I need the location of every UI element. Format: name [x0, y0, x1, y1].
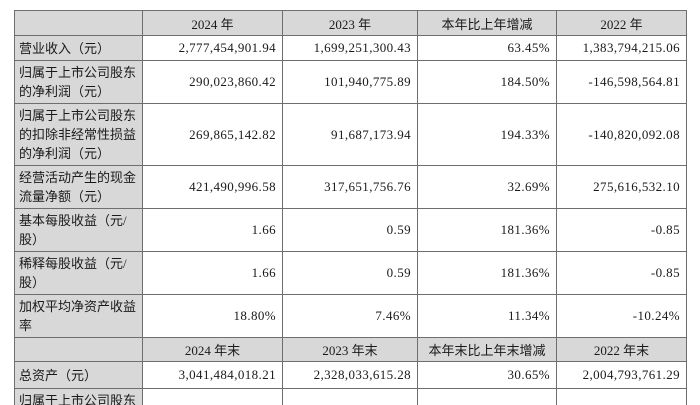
table-row: 基本每股收益（元/股） 1.66 0.59 181.36% -0.85 [14, 208, 687, 252]
row-label-cell: 归属于上市公司股东的净利润（元） [14, 60, 143, 104]
table-row: 归属于上市公司股东的净利润（元） 290,023,860.42 101,940,77… [14, 60, 687, 104]
value-cell: 1,684,748,620.81 [142, 388, 283, 405]
row-label-cell: 经营活动产生的现金流量净额（元） [14, 165, 143, 209]
value-cell: 194.33% [417, 103, 557, 166]
row-label-cell: 稀释每股收益（元/股） [14, 251, 143, 295]
value-cell: 181.36% [417, 208, 557, 252]
value-cell: 317,651,756.76 [282, 165, 418, 209]
table-row: 加权平均净资产收益率 18.80% 7.46% 11.34% -10.24% [14, 294, 687, 338]
column-header-cell: 2022 年末 [556, 337, 687, 362]
value-cell: 0.59 [282, 251, 418, 295]
value-cell: 2,328,033,615.28 [282, 361, 418, 389]
value-cell: 101,940,775.89 [282, 60, 418, 104]
table-row: 归属于上市公司股东的净资产（元）1,684,748,620.811,415,03… [14, 388, 687, 405]
value-cell: 1,699,251,300.43 [282, 35, 418, 61]
table-row: 归属于上市公司股东的扣除非经常性损益的净利润（元） 269,865,142.82 9… [14, 103, 687, 166]
table-header-row: 2024 年末 2023 年末 本年末比上年末增减 2022 年末 [14, 337, 687, 362]
table-row: 总资产（元） 3,041,484,018.21 2,328,033,615.28 30… [14, 361, 687, 389]
row-label-cell: 归属于上市公司股东的净资产（元） [14, 388, 143, 405]
row-label-cell: 营业收入（元） [14, 35, 143, 61]
column-header-cell: 本年比上年增减 [417, 10, 557, 36]
value-cell: -0.85 [556, 208, 687, 252]
value-cell: 290,023,860.42 [142, 60, 283, 104]
row-label-cell: 加权平均净资产收益率 [14, 294, 143, 338]
value-cell: 1,383,794,215.06 [556, 35, 687, 61]
column-header-cell: 本年末比上年末增减 [417, 337, 557, 362]
value-cell: 1.66 [142, 251, 283, 295]
value-cell: 2,004,793,761.29 [556, 361, 687, 389]
financial-summary-table: 2024 年 2023 年本年比上年增减 2022 年营业收入（元） 2,777,45… [14, 10, 687, 405]
column-header-cell: 2023 年 [282, 10, 418, 36]
table-row: 稀释每股收益（元/股） 1.66 0.59 181.36% -0.85 [14, 251, 687, 295]
column-header-cell: 2023 年末 [282, 337, 418, 362]
value-cell: 63.45% [417, 35, 557, 61]
value-cell: -146,598,564.81 [556, 60, 687, 104]
value-cell: 1,360,460,417.04 [556, 388, 687, 405]
value-cell: 1.66 [142, 208, 283, 252]
value-cell: 275,616,532.10 [556, 165, 687, 209]
column-header-cell: 2024 年 [142, 10, 283, 36]
table-row: 营业收入（元） 2,777,454,901.94 1,699,251,300.43 6… [14, 35, 687, 61]
value-cell: 181.36% [417, 251, 557, 295]
value-cell: 19.06% [417, 388, 557, 405]
column-header-cell: 2022 年 [556, 10, 687, 36]
value-cell: 7.46% [282, 294, 418, 338]
value-cell: 91,687,173.94 [282, 103, 418, 166]
table-row: 经营活动产生的现金流量净额（元） 421,490,996.58 317,651,75… [14, 165, 687, 209]
corner-header-cell [14, 337, 143, 362]
row-label-cell: 基本每股收益（元/股） [14, 208, 143, 252]
value-cell: -10.24% [556, 294, 687, 338]
row-label-cell: 总资产（元） [14, 361, 143, 389]
value-cell: 1,415,031,984.83 [282, 388, 418, 405]
value-cell: 0.59 [282, 208, 418, 252]
value-cell: 184.50% [417, 60, 557, 104]
value-cell: -0.85 [556, 251, 687, 295]
value-cell: 2,777,454,901.94 [142, 35, 283, 61]
value-cell: 32.69% [417, 165, 557, 209]
value-cell: 269,865,142.82 [142, 103, 283, 166]
row-label-cell: 归属于上市公司股东的扣除非经常性损益的净利润（元） [14, 103, 143, 166]
value-cell: 3,041,484,018.21 [142, 361, 283, 389]
value-cell: 30.65% [417, 361, 557, 389]
table-header-row: 2024 年 2023 年本年比上年增减 2022 年 [14, 10, 687, 36]
value-cell: 421,490,996.58 [142, 165, 283, 209]
corner-header-cell [14, 10, 143, 36]
value-cell: 18.80% [142, 294, 283, 338]
value-cell: 11.34% [417, 294, 557, 338]
column-header-cell: 2024 年末 [142, 337, 283, 362]
value-cell: -140,820,092.08 [556, 103, 687, 166]
table-body: 2024 年 2023 年本年比上年增减 2022 年营业收入（元） 2,777,45… [14, 10, 687, 405]
